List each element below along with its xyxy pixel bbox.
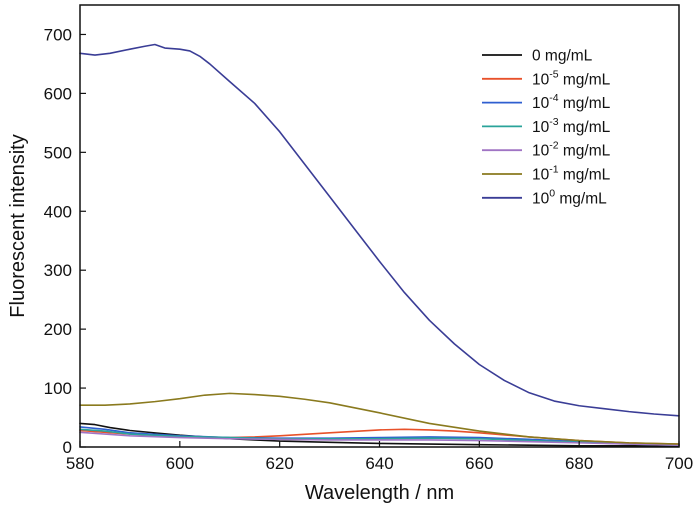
legend-label: 100 mg/mL — [532, 187, 607, 207]
legend: 0 mg/mL 10-5 mg/mL 10-4 mg/mL 10-3 mg/mL 10-… — [482, 48, 611, 207]
y-tick-label: 300 — [44, 261, 72, 280]
legend-item-2: 10-4 mg/mL — [482, 92, 611, 112]
series-lines — [79, 43, 680, 447]
x-tick-label: 680 — [565, 454, 593, 473]
y-tick-label: 400 — [44, 202, 72, 221]
series-line-4 — [79, 431, 680, 447]
legend-label: 10-1 mg/mL — [532, 164, 611, 184]
legend-label: 10-5 mg/mL — [532, 68, 611, 88]
x-tick-label: 620 — [265, 454, 293, 473]
legend-item-6: 100 mg/mL — [482, 187, 607, 207]
y-axis: 0 100 200 300 400 500 600 700 — [44, 25, 86, 457]
legend-item-3: 10-3 mg/mL — [482, 116, 611, 136]
legend-label: 10-4 mg/mL — [532, 92, 611, 112]
legend-label: 10-2 mg/mL — [532, 140, 611, 160]
y-axis-title: Fluorescent intensity — [7, 134, 29, 317]
x-tick-label: 580 — [66, 454, 94, 473]
y-tick-label: 100 — [44, 379, 72, 398]
series-line-0 — [79, 422, 680, 447]
series-line-6 — [79, 43, 680, 417]
x-tick-label: 660 — [465, 454, 493, 473]
y-tick-label: 500 — [44, 143, 72, 162]
x-tick-label: 640 — [365, 454, 393, 473]
legend-item-0: 0 mg/mL — [482, 48, 593, 65]
x-tick-label: 600 — [166, 454, 194, 473]
x-axis: 580 600 620 640 660 680 700 — [66, 441, 693, 473]
legend-item-4: 10-2 mg/mL — [482, 140, 611, 160]
legend-item-1: 10-5 mg/mL — [482, 68, 611, 88]
y-tick-label: 700 — [44, 25, 72, 44]
x-axis-title: Wavelength / nm — [305, 482, 454, 504]
legend-label: 0 mg/mL — [532, 48, 593, 65]
legend-item-5: 10-1 mg/mL — [482, 164, 611, 184]
y-tick-label: 0 — [63, 438, 72, 457]
series-line-5 — [79, 392, 680, 445]
y-tick-label: 200 — [44, 320, 72, 339]
x-tick-label: 700 — [665, 454, 693, 473]
legend-label: 10-3 mg/mL — [532, 116, 611, 136]
y-tick-label: 600 — [44, 84, 72, 103]
